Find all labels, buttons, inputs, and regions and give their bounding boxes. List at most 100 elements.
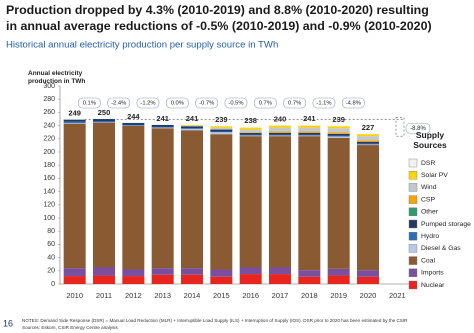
bar-segment (93, 122, 115, 268)
bar-segment (181, 128, 203, 131)
total-label: 240 (274, 115, 287, 124)
x-tick-label: 2019 (330, 291, 347, 300)
bar-segment (327, 136, 350, 138)
total-label: 238 (244, 116, 257, 125)
bar-segment (122, 125, 145, 270)
y-tick-label: 40 (47, 254, 55, 261)
y-tick-label: 60 (47, 241, 55, 248)
chart-subtitle: Historical annual electricity production… (6, 40, 278, 51)
legend-swatch (408, 280, 418, 290)
bar-segment (210, 126, 233, 128)
bar-segment (269, 135, 291, 137)
bar-segment (269, 267, 291, 275)
bar-segment (239, 132, 262, 133)
y-tick-label: 20 (47, 268, 55, 275)
total-label: 227 (362, 123, 375, 132)
x-tick-label: 2015 (213, 291, 230, 300)
legend-label: Solar PV (421, 172, 448, 179)
growth-label: 0.7% (259, 101, 272, 107)
legend-swatch (408, 207, 418, 217)
y-tick-label: 220 (43, 136, 55, 143)
bar-segment (93, 119, 115, 121)
bar-segment (181, 268, 203, 275)
legend-label: CSP (421, 196, 435, 203)
bar-segment (357, 270, 379, 277)
bar-segment (269, 127, 291, 132)
bar-segment (269, 131, 291, 133)
bar-segment (357, 145, 379, 271)
total-label: 241 (186, 114, 199, 123)
growth-box (195, 97, 218, 109)
bar-segment (357, 276, 379, 284)
y-tick-label: 140 (43, 188, 55, 195)
bar-segment (327, 275, 350, 284)
legend-label: Imports (421, 270, 444, 277)
bar-segment (269, 274, 291, 284)
bar-segment (239, 136, 262, 268)
legend-swatch (408, 183, 418, 192)
x-tick-label: 2020 (360, 291, 377, 300)
growth-box (136, 97, 160, 109)
growth-box (312, 97, 336, 109)
bar-segment (357, 143, 379, 145)
bar-segment (298, 134, 321, 136)
total-label: 241 (303, 114, 316, 123)
bar-segment (151, 128, 174, 269)
growth-box (166, 97, 189, 109)
footer-notes: NOTES: Demand Side Response (DSR) = Manu… (22, 318, 408, 323)
growth-box (78, 97, 101, 109)
bar-segment (210, 269, 233, 277)
x-tick-label: 2010 (66, 291, 83, 300)
y-tick-label: 200 (43, 149, 55, 156)
legend-label: Hydro (421, 233, 439, 240)
y-tick-label: 160 (43, 175, 55, 182)
x-tick-label: 2011 (96, 291, 112, 300)
bar-segment (327, 135, 350, 137)
bar-segment (298, 132, 321, 135)
bar-segment (122, 124, 145, 126)
bar-segment (298, 135, 321, 137)
growth-label: -2.4% (111, 101, 126, 107)
legend-swatch (408, 158, 418, 168)
bar-segment (122, 276, 145, 284)
bar-segment (269, 136, 291, 268)
bar-segment (269, 132, 291, 135)
y-axis-label: Annual electricity production in TWh (28, 70, 86, 85)
bar-segment (357, 141, 379, 144)
legend-swatch (408, 219, 418, 229)
total-label: 250 (98, 108, 111, 117)
bar-segment (357, 140, 379, 142)
x-tick-label: 2018 (301, 291, 318, 300)
legend-swatch (408, 244, 418, 253)
legend-label: Nuclear (421, 282, 445, 289)
bar-segment (239, 129, 262, 133)
dashed-box (395, 117, 405, 137)
bar-segment (151, 127, 174, 129)
legend-swatch (408, 170, 418, 180)
bar-segment (298, 125, 321, 128)
page-number: 16 (3, 318, 13, 328)
y-tick-label: 0 (51, 281, 55, 288)
y-tick-label: 100 (43, 215, 55, 222)
growth-box (107, 97, 130, 109)
bar-segment (63, 121, 86, 123)
bar-segment (239, 274, 262, 284)
growth-box (224, 97, 248, 109)
footer-sources: Sources: Eskom, CSIR Energy Centre analy… (22, 325, 118, 330)
chart-title: Production dropped by 4.3% (2010-2019) a… (6, 3, 432, 33)
legend-label: Coal (421, 257, 435, 264)
side-annotation: -8.8% (410, 126, 426, 132)
bar-segment (151, 268, 174, 275)
bar-segment (327, 132, 350, 134)
bar-segment (181, 130, 203, 269)
growth-box (342, 97, 365, 109)
legend-swatch (408, 195, 418, 204)
bar-segment (181, 124, 203, 126)
bar-segment (210, 132, 233, 135)
x-tick-label: 2013 (154, 291, 171, 300)
bar-segment (239, 132, 262, 135)
bar-segment (151, 274, 174, 284)
growth-label: -0.7% (199, 101, 214, 107)
legend-swatch (408, 231, 418, 241)
